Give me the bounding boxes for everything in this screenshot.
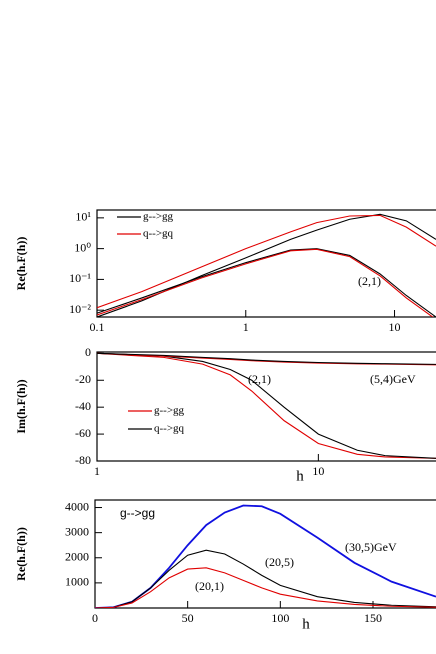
x-axis-label: h xyxy=(302,616,310,632)
legend-label: q-->gq xyxy=(154,423,185,435)
x-tick-label: 100 xyxy=(271,611,289,625)
y-tick-label: -60 xyxy=(75,426,91,440)
series-line xyxy=(97,214,436,309)
x-tick-label: 1 xyxy=(243,320,249,334)
y-axis-label: Im(h.F(h)) xyxy=(14,379,28,433)
legend-label: g-->gg xyxy=(154,405,185,417)
y-tick-label: -80 xyxy=(75,453,91,467)
y-tick-label: 2000 xyxy=(65,550,89,564)
series-line xyxy=(97,248,434,317)
x-tick-label: 0 xyxy=(92,611,98,625)
series-line xyxy=(97,352,436,459)
y-tick-label: 1000 xyxy=(65,575,89,589)
annotation: (20,5) xyxy=(265,555,294,569)
series-line xyxy=(95,567,436,608)
plot-area xyxy=(97,352,436,459)
y-axis-label: Re(h.F(h)) xyxy=(14,527,28,581)
series-line xyxy=(97,352,436,365)
plot-frame xyxy=(96,209,436,318)
x-axis-label: h xyxy=(296,468,304,484)
legend-label: g-->gg xyxy=(143,211,174,223)
x-tick-label: 0.1 xyxy=(90,320,105,334)
plot-frame xyxy=(94,499,436,609)
y-tick-label: 0 xyxy=(85,345,91,359)
x-tick-label: 1 xyxy=(94,464,100,478)
chart-title: g-->gg xyxy=(120,506,155,520)
plot-frame xyxy=(96,351,436,462)
y-tick-label: 10⁻¹ xyxy=(69,271,91,285)
y-tick-label: 10⁻² xyxy=(69,302,91,316)
y-tick-label: 10⁰ xyxy=(74,240,91,254)
plot-area xyxy=(95,504,436,608)
annotation: (5,4)GeV xyxy=(370,372,416,386)
y-tick-label: -20 xyxy=(75,372,91,386)
y-tick-label: 4000 xyxy=(65,499,89,513)
legend-label: q-->gq xyxy=(143,228,174,240)
y-axis-label: Re(h.F(h)) xyxy=(14,237,28,291)
series-line xyxy=(97,352,436,459)
x-tick-label: 50 xyxy=(182,611,194,625)
plot-area xyxy=(97,213,436,317)
x-tick-label: 150 xyxy=(364,611,382,625)
y-tick-label: -40 xyxy=(75,399,91,413)
annotation: (2,1) xyxy=(248,372,271,386)
annotation: (30,5)GeV xyxy=(345,540,397,554)
y-tick-label: 10¹ xyxy=(75,210,91,224)
series-line xyxy=(95,549,436,608)
x-tick-label: 10 xyxy=(312,464,324,478)
y-tick-label: 3000 xyxy=(65,524,89,538)
x-tick-label: 10 xyxy=(389,320,401,334)
annotation: (20,1) xyxy=(195,579,224,593)
annotation: (2,1) xyxy=(358,274,381,288)
series-line xyxy=(97,248,436,317)
